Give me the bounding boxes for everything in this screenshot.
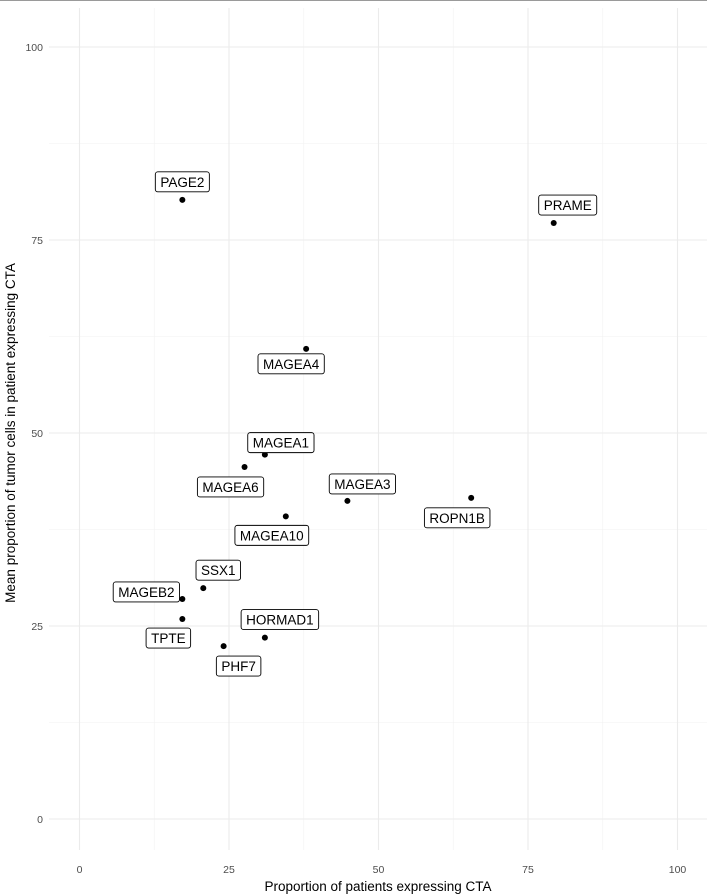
- data-point: [303, 345, 310, 352]
- label-text: PHF7: [221, 659, 256, 674]
- data-point: [344, 497, 351, 504]
- x-tick-label: 0: [77, 864, 83, 876]
- label-box: [423, 507, 491, 529]
- data-point: [179, 595, 186, 602]
- label-box: [247, 432, 315, 454]
- x-tick-label: 50: [373, 864, 385, 876]
- data-point: [550, 220, 557, 227]
- data-points: [179, 196, 557, 650]
- data-point: [200, 585, 207, 592]
- label-text: MAGEA3: [334, 477, 390, 492]
- point-label: MAGEA1: [247, 432, 315, 454]
- x-tick-label: 25: [223, 864, 235, 876]
- point-label: SSX1: [195, 559, 242, 581]
- y-tick-label: 100: [25, 42, 43, 54]
- label-text: MAGEA1: [253, 436, 309, 451]
- axis-ticks: 0 25 50 75 100 0 25 50 75 100: [25, 42, 686, 876]
- label-text: MAGEA10: [240, 528, 304, 543]
- label-box: [215, 655, 262, 677]
- label-text: PAGE2: [160, 175, 204, 190]
- label-text: ROPN1B: [429, 511, 485, 526]
- point-label: MAGEA6: [196, 476, 265, 498]
- y-axis-title: Mean proportion of tumor cells in patien…: [3, 263, 18, 603]
- label-text: TPTE: [151, 631, 186, 646]
- point-label: MAGEB2: [112, 581, 180, 603]
- label-box: [195, 559, 242, 581]
- label-text: SSX1: [201, 563, 236, 578]
- data-point: [261, 451, 268, 458]
- point-labels: PAGE2 PRAME MAGEA4 MAGEA1 MAGEA6 ROPN1B MAGEA3…: [112, 171, 598, 677]
- y-tick-label: 75: [31, 235, 43, 247]
- label-box: [196, 476, 265, 498]
- label-text: MAGEA4: [263, 357, 320, 372]
- label-box: [538, 194, 598, 216]
- point-label: MAGEA3: [328, 473, 396, 495]
- label-box: [328, 473, 396, 495]
- point-label: PRAME: [538, 194, 598, 216]
- data-point: [179, 196, 186, 203]
- point-label: MAGEA10: [234, 524, 310, 546]
- data-point: [282, 513, 289, 520]
- label-box: [145, 627, 192, 649]
- grid-lines: [49, 8, 707, 850]
- point-label: ROPN1B: [423, 507, 491, 529]
- label-text: MAGEB2: [118, 585, 174, 600]
- label-box: [234, 524, 310, 546]
- x-tick-label: 100: [669, 864, 687, 876]
- x-axis-title: Proportion of patients expressing CTA: [264, 879, 491, 894]
- label-box: [112, 581, 180, 603]
- label-box: [240, 609, 320, 631]
- x-tick-label: 75: [522, 864, 534, 876]
- label-box: [257, 353, 325, 375]
- data-point: [261, 634, 268, 641]
- label-text: HORMAD1: [246, 613, 314, 628]
- y-tick-label: 25: [31, 621, 43, 633]
- label-box: [154, 171, 210, 193]
- point-label: PAGE2: [154, 171, 210, 193]
- top-border-line: [0, 0, 707, 1]
- point-label: HORMAD1: [240, 609, 320, 631]
- y-tick-label: 0: [37, 814, 43, 826]
- point-label: MAGEA4: [257, 353, 325, 375]
- data-point: [241, 463, 248, 470]
- data-point: [220, 643, 227, 650]
- data-point: [468, 494, 475, 501]
- point-label: TPTE: [145, 627, 192, 649]
- label-text: PRAME: [544, 198, 592, 213]
- label-text: MAGEA6: [202, 480, 258, 495]
- data-point: [179, 616, 186, 623]
- point-label: PHF7: [215, 655, 262, 677]
- y-tick-label: 50: [31, 428, 43, 440]
